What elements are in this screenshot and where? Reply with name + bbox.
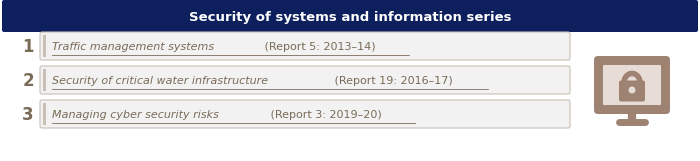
FancyBboxPatch shape xyxy=(40,100,570,128)
FancyBboxPatch shape xyxy=(40,32,570,60)
FancyBboxPatch shape xyxy=(40,66,570,94)
FancyBboxPatch shape xyxy=(603,65,661,105)
Circle shape xyxy=(629,86,636,94)
Text: Traffic management systems: Traffic management systems xyxy=(52,42,214,52)
Text: 3: 3 xyxy=(22,106,34,124)
Text: (Report 19: 2016–17): (Report 19: 2016–17) xyxy=(331,76,453,86)
FancyBboxPatch shape xyxy=(43,69,46,91)
FancyBboxPatch shape xyxy=(2,0,698,32)
Text: (Report 5: 2013–14): (Report 5: 2013–14) xyxy=(261,42,376,52)
Text: (Report 3: 2019–20): (Report 3: 2019–20) xyxy=(267,110,382,120)
Text: Managing cyber security risks: Managing cyber security risks xyxy=(52,110,219,120)
Text: 2: 2 xyxy=(22,72,34,90)
Text: Security of critical water infrastructure: Security of critical water infrastructur… xyxy=(52,76,268,86)
Text: Security of systems and information series: Security of systems and information seri… xyxy=(189,10,511,24)
FancyBboxPatch shape xyxy=(43,35,46,57)
FancyBboxPatch shape xyxy=(43,103,46,125)
FancyBboxPatch shape xyxy=(619,80,645,101)
Text: 1: 1 xyxy=(22,38,34,56)
FancyBboxPatch shape xyxy=(594,56,670,114)
